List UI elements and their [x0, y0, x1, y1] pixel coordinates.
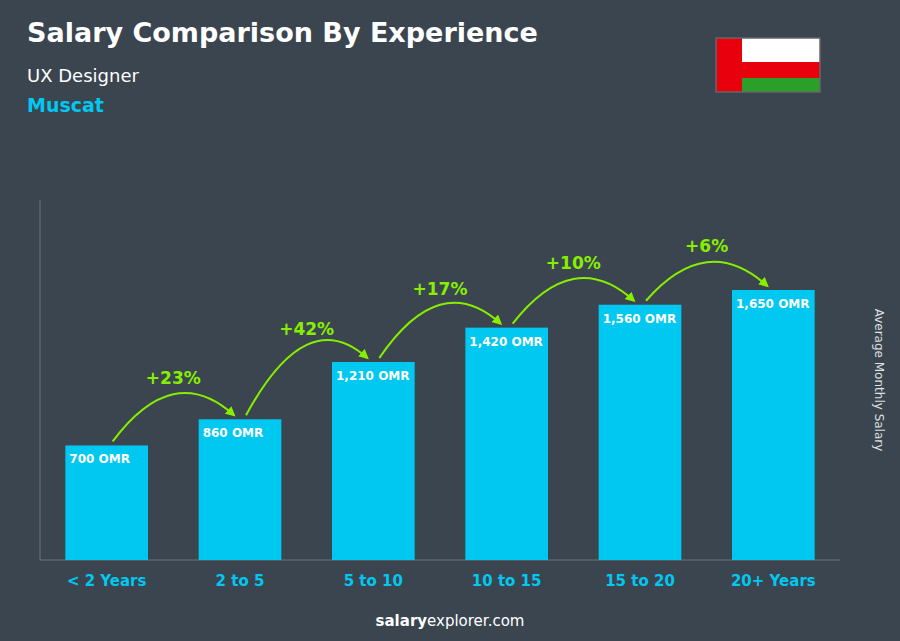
flag — [716, 38, 820, 92]
x-tick-label: < 2 Years — [67, 572, 147, 590]
footer-part: explorer.com — [427, 612, 524, 630]
city: Muscat — [27, 94, 104, 116]
data-label: 700 OMR — [69, 452, 130, 466]
change-arrow — [246, 340, 367, 415]
chart: Salary Comparison By Experience UX Design… — [0, 0, 900, 641]
bar — [732, 290, 815, 560]
change-arrow — [513, 278, 634, 324]
data-label: 860 OMR — [203, 426, 264, 440]
bar — [65, 445, 148, 560]
annotation: +42% — [279, 319, 334, 339]
annotation: +6% — [685, 236, 728, 256]
x-tick-label: 5 to 10 — [344, 572, 403, 590]
bar — [332, 362, 415, 560]
data-label: 1,650 OMR — [736, 297, 810, 311]
x-tick-label: 2 to 5 — [216, 572, 265, 590]
data-label: 1,420 OMR — [469, 335, 543, 349]
annotation: +17% — [413, 279, 468, 299]
change-arrow — [646, 262, 767, 301]
data-label: 1,210 OMR — [336, 369, 410, 383]
x-tick-label: 15 to 20 — [605, 572, 675, 590]
y-axis-label: Average Monthly Salary — [872, 309, 886, 452]
x-tick-label: 10 to 15 — [472, 572, 542, 590]
subtitle: UX Designer — [27, 65, 139, 86]
background — [0, 0, 900, 641]
annotation: +23% — [146, 368, 201, 388]
footer-part: salary — [376, 612, 428, 630]
bar — [465, 328, 548, 560]
data-label: 1,560 OMR — [603, 312, 677, 326]
flag-band — [716, 38, 742, 92]
x-axis — [40, 560, 840, 561]
title: Salary Comparison By Experience — [27, 17, 538, 48]
bar — [199, 419, 282, 560]
x-tick-label: 20+ Years — [731, 572, 816, 590]
change-arrow — [379, 303, 500, 358]
y-axis — [40, 200, 41, 560]
bar — [599, 305, 682, 560]
bars — [65, 290, 814, 560]
footer: salaryexplorer.com — [376, 612, 525, 630]
change-arrow — [113, 393, 234, 441]
annotation: +10% — [546, 253, 601, 273]
flag-border — [716, 38, 820, 92]
